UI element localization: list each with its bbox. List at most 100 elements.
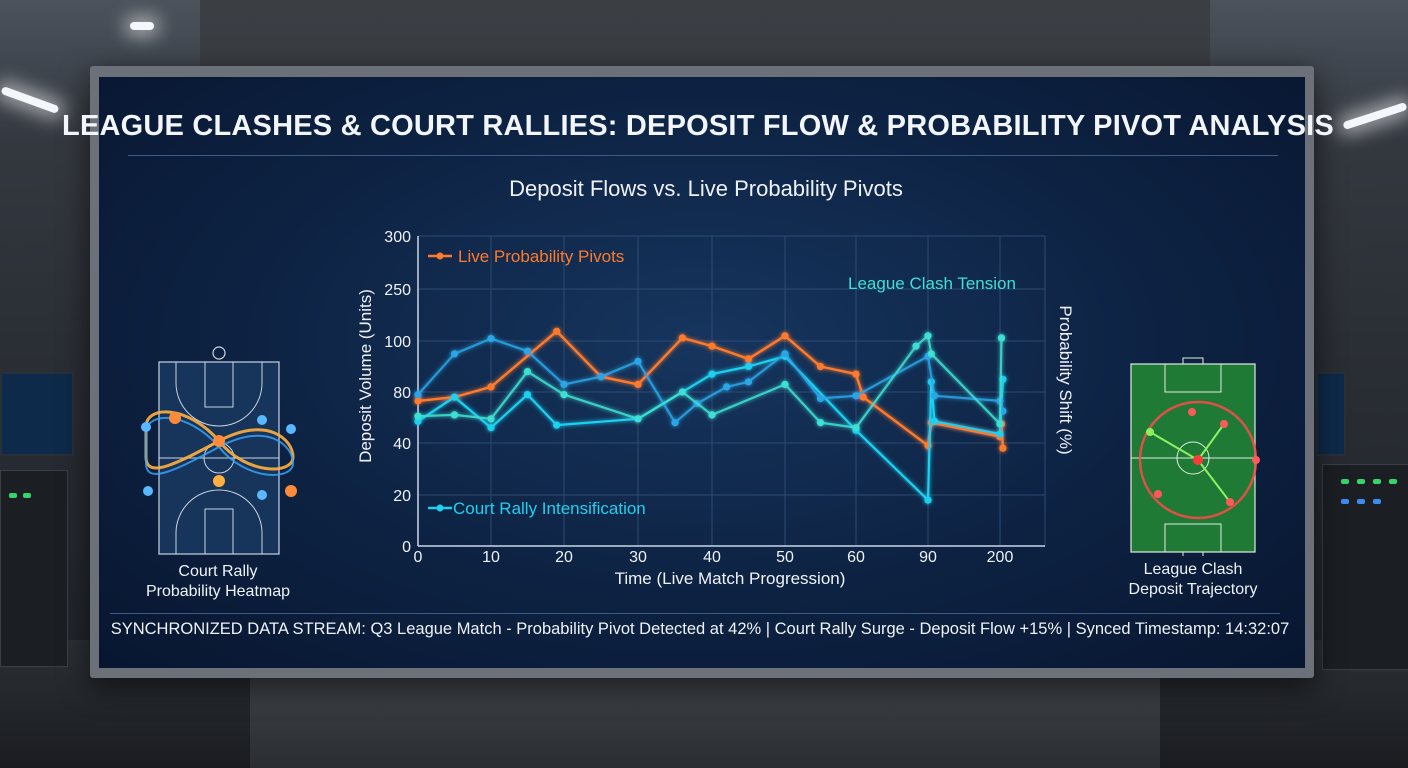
x-tick-label: 0 [414,549,423,566]
data-point-orange [999,444,1007,452]
heatmap-hotspot [213,475,225,487]
data-point-blue [852,392,860,400]
data-point-blue [744,378,753,386]
data-point-teal [523,368,532,376]
data-point-cyan [996,430,1004,438]
pitch-center-circle [1176,441,1210,475]
data-point-teal [927,350,935,358]
heatmap-hotspot [143,486,153,496]
data-point-blue [450,350,459,358]
status-led [1373,499,1381,504]
legend-marker-orange [436,252,444,260]
right-caption-line2: Deposit Trajectory [1128,581,1258,598]
left-caption-line1: Court Rally [178,563,258,580]
data-point-orange [816,362,825,371]
court-key-bottom [204,508,234,555]
background-monitor-right [1316,372,1346,456]
data-point-blue [671,419,679,427]
y-tick-label: 300 [384,229,411,246]
trajectory-spoke [1197,459,1231,503]
data-point-blue [816,394,825,402]
y-tick-label: 0 [402,539,411,556]
data-point-cyan [930,417,939,425]
trajectory-spoke [1149,431,1199,461]
y-tick-label: 250 [384,282,411,299]
y-axis-label: Deposit Volume (Units) [356,289,375,463]
x-tick-label: 90 [919,549,937,566]
y-tick-label: 100 [384,334,411,351]
status-led [23,493,31,498]
data-point-teal [924,332,932,340]
data-point-teal [634,415,642,423]
chart-grid [418,235,1046,546]
series-line-orange [417,330,1005,449]
status-led [1389,479,1397,484]
server-rack-right [1322,464,1408,670]
x-tick-label: 30 [629,549,647,566]
trajectory-node [1188,408,1196,416]
heatmap-hotspot [286,424,296,434]
pitch-goal-top [1182,357,1204,365]
heatmap-hotspot [285,485,297,497]
trajectory-node [1146,428,1154,436]
data-point-orange [859,393,867,401]
trajectory-node [1193,455,1203,465]
trajectory-node [1154,490,1162,498]
ceiling-light [130,22,154,30]
data-point-orange [634,380,642,388]
x-tick-label: 20 [555,549,573,566]
basketball-hoop-icon [212,346,226,360]
heatmap-hotspot [213,435,225,447]
data-point-blue [723,383,731,391]
data-point-blue [634,357,642,365]
data-point-cyan [924,496,932,504]
pitch-goal-bottom [1182,551,1204,556]
footer-divider [110,613,1280,614]
x-tick-label: 60 [847,549,865,566]
right-panel-caption: League Clash Deposit Trajectory [1118,560,1268,600]
court-arc-top [175,362,263,427]
title-divider [128,155,1278,156]
legend-label-probability: Live Probability Pivots [458,247,624,266]
right-caption-line1: League Clash [1143,561,1243,578]
left-caption-line2: Probability Heatmap [145,583,291,600]
data-point-orange [781,332,789,340]
data-point-orange [708,342,716,350]
trajectory-node [1220,420,1228,428]
data-point-orange [487,383,495,391]
status-led [1341,499,1349,504]
series-line-blue [417,337,1004,424]
data-stream-ticker: SYNCHRONIZED DATA STREAM: Q3 League Matc… [110,620,1290,638]
court-arc-bottom [175,489,263,554]
x-tick-label: 10 [482,549,500,566]
status-led [1341,479,1349,484]
basketball-court-heatmap [141,346,297,555]
data-point-teal [414,412,422,420]
annotation-league-clash-tension: League Clash Tension [848,274,1016,293]
status-led [1357,479,1365,484]
data-point-blue [930,392,939,400]
data-point-teal [708,411,716,419]
display-screen [99,77,1305,668]
data-point-cyan [708,370,716,378]
data-point-blue [597,373,605,381]
data-point-teal [997,334,1006,342]
data-point-orange [744,355,753,363]
data-point-blue [487,335,495,343]
data-point-orange [553,327,561,335]
x-tick-label: 200 [987,549,1014,566]
court-key-top [204,361,234,408]
data-point-teal [852,424,860,432]
data-point-cyan [744,362,753,371]
heatmap-hotspot [169,412,181,424]
legend-label-court-rally: Court Rally Intensification [453,499,646,518]
left-panel-caption: Court Rally Probability Heatmap [128,562,308,602]
heatmap-trajectory-glow [145,416,295,476]
status-led [1373,479,1381,484]
series-line-cyan [417,355,1004,502]
data-point-teal [560,391,568,399]
server-rack-left [0,470,68,667]
heatmap-hotspot [141,422,151,432]
data-point-teal [487,415,495,423]
